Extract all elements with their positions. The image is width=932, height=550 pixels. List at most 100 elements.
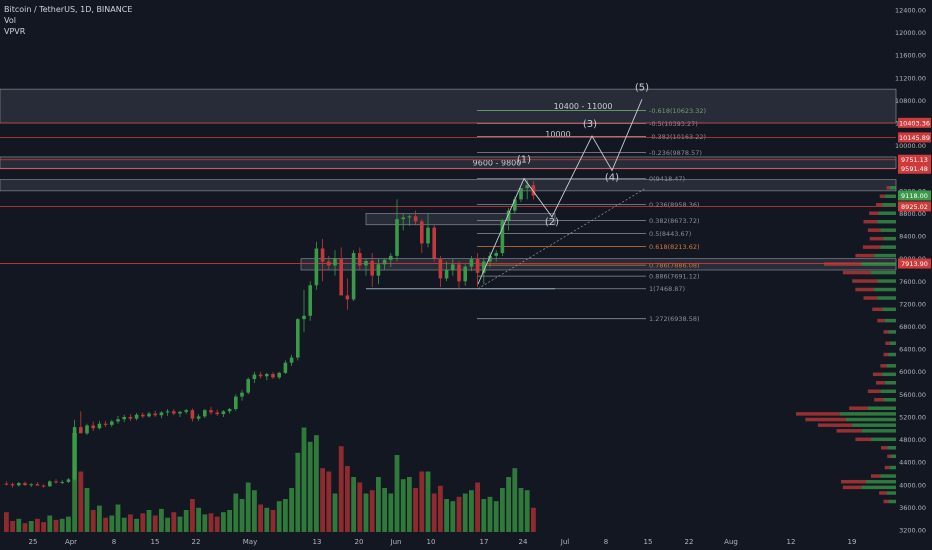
vpvr-bar-down <box>886 186 890 190</box>
time-tick-label: 10 <box>427 538 436 546</box>
vpvr-bar-up <box>877 219 896 224</box>
candle-body <box>283 362 288 373</box>
volume-bar <box>425 471 431 532</box>
indicator-vol-label[interactable]: Vol <box>4 16 16 25</box>
vpvr-bar-down <box>876 203 883 207</box>
fib-level-label: 0.786(7886.08) <box>649 262 700 270</box>
candle-body <box>165 411 170 413</box>
vpvr-bar-up <box>880 389 896 394</box>
vpvr-bar-up <box>889 465 896 470</box>
resistance-lines-layer <box>0 122 896 264</box>
candle-body <box>234 396 238 410</box>
volume-bar <box>500 488 505 532</box>
volume-bar <box>357 482 363 532</box>
vpvr-bar-down <box>884 465 890 470</box>
candle-body <box>10 484 15 486</box>
volume-bar <box>183 510 189 532</box>
price-tag-label: 9591.48 <box>901 165 928 173</box>
candle-body <box>41 485 46 487</box>
candle-body <box>85 425 89 434</box>
price-tick-label: 6400.00 <box>899 346 926 354</box>
price-tag-label: 9118.00 <box>901 192 928 200</box>
vpvr-bar-up <box>882 372 896 377</box>
candle-body <box>457 264 461 282</box>
candle-body <box>246 379 250 393</box>
vpvr-bar-up <box>846 417 896 422</box>
candle-body <box>488 255 492 262</box>
vpvr-bar-up <box>839 412 896 416</box>
volume-bar <box>10 521 15 532</box>
candle-body <box>215 412 219 415</box>
candle-body <box>271 374 275 378</box>
price-tag-box <box>898 201 931 212</box>
vpvr-bar-down <box>849 406 868 410</box>
candle-body <box>221 411 226 415</box>
fib-level-label: -0.382(10163.22) <box>649 133 706 141</box>
candle-body <box>395 219 399 256</box>
candle-body <box>420 221 424 244</box>
time-tick-label: 20 <box>355 538 364 546</box>
wave-label: (4) <box>605 173 619 184</box>
price-tag-label: 9751.13 <box>901 156 928 164</box>
volume-bar <box>487 496 493 532</box>
candle-body <box>314 248 319 286</box>
price-tick-label: 10000.00 <box>895 142 926 150</box>
volume-bar <box>115 504 121 532</box>
indicator-vpvr-label[interactable]: VPVR <box>4 27 26 36</box>
time-tick-label: 8 <box>604 538 608 546</box>
wave-label: (2) <box>545 217 559 228</box>
price-tick-label: 6000.00 <box>899 368 926 376</box>
volume-bar <box>121 517 127 532</box>
candle-body <box>4 483 9 485</box>
price-tag-label: 8925.02 <box>901 203 928 211</box>
time-tick-label: Apr <box>65 538 77 546</box>
candle-body <box>134 414 139 419</box>
time-tick-label: 12 <box>787 538 796 546</box>
volume-bar <box>202 514 208 532</box>
fib-level-label: 0.236(8958.36) <box>649 201 700 209</box>
vpvr-bar-down <box>805 417 846 422</box>
vpvr-bar-up <box>882 203 896 207</box>
volume-bar <box>506 477 511 532</box>
volume-bar <box>270 510 276 532</box>
volume-bar <box>407 477 412 532</box>
vpvr-bar-up <box>871 270 896 275</box>
volume-bar <box>72 433 77 532</box>
symbol-title[interactable]: Bitcoin / TetherUS, 1D, BINANCE <box>4 5 133 14</box>
volume-layer <box>4 427 536 532</box>
candle-body <box>66 479 71 482</box>
volume-bar <box>35 518 40 532</box>
vpvr-bar-down <box>842 485 862 490</box>
price-tick-label: 7200.00 <box>899 300 926 308</box>
volume-bar <box>369 490 375 532</box>
elliott-wave-layer: (1) (2) (3) (4) (5) <box>477 82 649 289</box>
volume-bar <box>16 518 22 532</box>
candle-body <box>79 427 83 434</box>
vpvr-bar-down <box>824 262 862 266</box>
volume-bar <box>283 499 288 532</box>
price-tick-label: 8800.00 <box>899 210 926 218</box>
volume-bar <box>276 501 282 532</box>
time-tick-label: 8 <box>112 538 116 546</box>
fib-level-label: 0.5(8443.67) <box>649 230 691 238</box>
volume-bar <box>531 507 536 532</box>
candle-body <box>513 199 517 211</box>
volume-bar <box>208 513 214 532</box>
volume-bar <box>363 493 369 532</box>
price-tick-label: 11600.00 <box>895 52 926 60</box>
price-zone <box>300 258 897 271</box>
volume-bar <box>338 446 344 532</box>
candle-body <box>482 261 486 273</box>
candle-body <box>401 217 405 220</box>
volume-bar <box>456 496 462 532</box>
candle-body <box>469 258 474 267</box>
fib-level-label: -0.618(10623.32) <box>649 107 706 115</box>
fib-level-label: 1.272(6938.58) <box>649 315 700 323</box>
candle-body <box>494 253 498 256</box>
vpvr-bar-down <box>862 245 881 249</box>
volume-bar <box>159 508 164 532</box>
price-zone <box>0 156 897 169</box>
volume-bar <box>301 427 307 532</box>
